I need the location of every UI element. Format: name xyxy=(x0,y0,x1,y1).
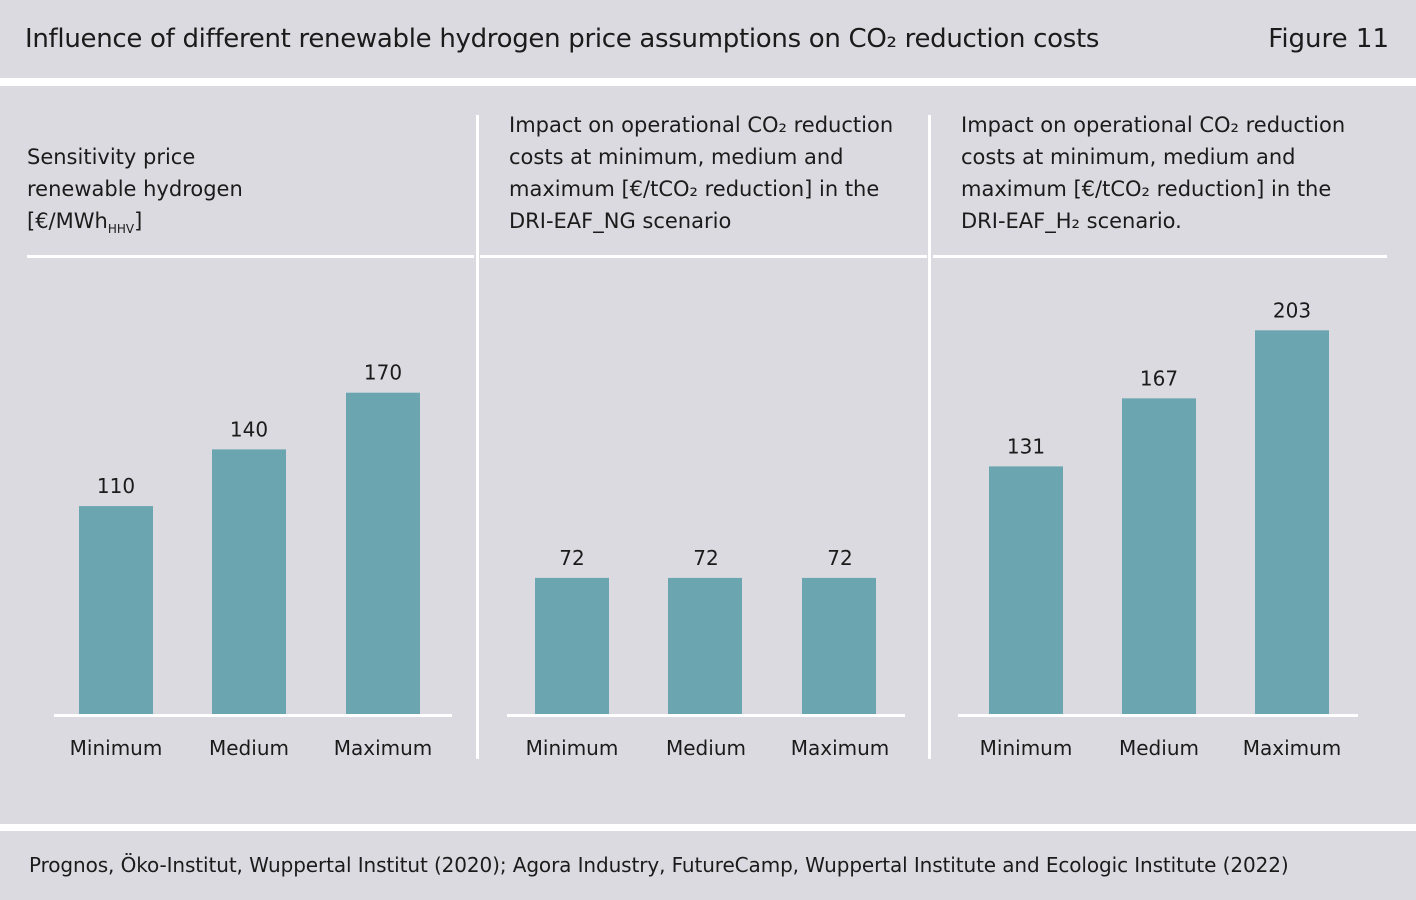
category-label: Maximum xyxy=(334,736,433,760)
data-label: 140 xyxy=(230,417,268,441)
category-label: Minimum xyxy=(980,736,1073,760)
panel-1-title: Sensitivity price renewable hydrogen [€/… xyxy=(27,141,243,245)
panel-1-header-divider xyxy=(27,255,474,258)
data-label: 72 xyxy=(693,546,718,570)
panel-1-unit-sub: HHV xyxy=(107,222,135,237)
category-label: Maximum xyxy=(791,736,890,760)
panel-1-title-line: Sensitivity price xyxy=(27,145,196,169)
panel-2-title-line: Impact on operational CO₂ reduction xyxy=(509,113,894,137)
category-label: Medium xyxy=(666,736,746,760)
bar xyxy=(1255,330,1329,714)
bar xyxy=(989,466,1063,714)
panel-1-title-line: renewable hydrogen xyxy=(27,177,243,201)
category-label: Medium xyxy=(1119,736,1199,760)
panel-2-header-divider xyxy=(480,255,927,258)
panel-1-unit: [€/MWhHHV] xyxy=(27,205,243,245)
panel-divider xyxy=(476,115,479,759)
category-label: Maximum xyxy=(1243,736,1342,760)
figure-header: Influence of different renewable hydroge… xyxy=(0,0,1416,78)
figure-footer: Prognos, Öko-Institut, Wuppertal Institu… xyxy=(0,831,1416,900)
bar xyxy=(1122,398,1196,714)
category-label: Minimum xyxy=(70,736,163,760)
panel-3-title-line: Impact on operational CO₂ reduction xyxy=(961,113,1346,137)
category-label: Medium xyxy=(209,736,289,760)
panel-1-unit-end: ] xyxy=(134,209,143,233)
category-label: Minimum xyxy=(526,736,619,760)
bar xyxy=(535,577,609,714)
panel-3-title: Impact on operational CO₂ reduction cost… xyxy=(961,109,1345,237)
bar xyxy=(668,577,742,714)
data-label: 131 xyxy=(1007,434,1045,458)
data-label: 110 xyxy=(97,474,135,498)
source-note: Prognos, Öko-Institut, Wuppertal Institu… xyxy=(29,853,1289,877)
figure-number: Figure 11 xyxy=(1268,24,1389,54)
data-label: 170 xyxy=(364,361,402,385)
panel-2-title-line: maximum [€/tCO₂ reduction] in the xyxy=(509,177,880,201)
panel-2-title: Impact on operational CO₂ reduction cost… xyxy=(509,109,893,237)
panel-2-title-line: DRI-EAF_NG scenario xyxy=(509,209,732,233)
bar xyxy=(802,577,876,714)
data-label: 72 xyxy=(827,546,852,570)
bar xyxy=(346,392,420,714)
panel-2-title-line: costs at minimum, medium and xyxy=(509,145,844,169)
data-label: 203 xyxy=(1273,298,1311,322)
data-label: 167 xyxy=(1140,366,1178,390)
bar xyxy=(79,506,153,714)
panel-3-header-divider xyxy=(933,255,1387,258)
bar xyxy=(212,449,286,714)
panel-1-unit-main: [€/MWh xyxy=(27,209,108,233)
figure-title: Influence of different renewable hydroge… xyxy=(25,24,1100,54)
panel-3-title-line: DRI-EAF_H₂ scenario. xyxy=(961,209,1182,233)
panel-3-title-line: costs at minimum, medium and xyxy=(961,145,1296,169)
panel-3-title-line: maximum [€/tCO₂ reduction] in the xyxy=(961,177,1332,201)
data-label: 72 xyxy=(559,546,584,570)
panel-divider xyxy=(928,115,931,759)
